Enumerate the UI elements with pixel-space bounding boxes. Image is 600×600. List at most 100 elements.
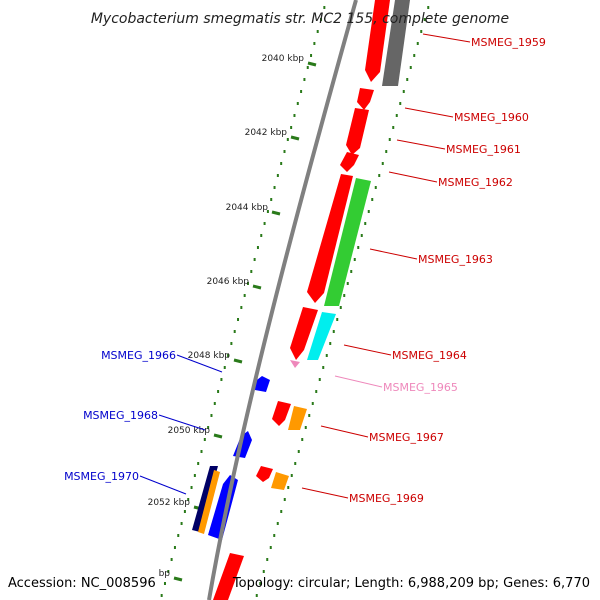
guide-dot — [304, 426, 307, 429]
guide-dot — [246, 282, 249, 285]
guide-dot — [237, 318, 240, 321]
guide-dot — [402, 90, 405, 93]
leader-line — [320, 425, 369, 438]
gene-label-msmeg-1960[interactable]: MSMEG_1960 — [454, 111, 529, 124]
guide-dot — [266, 210, 269, 213]
guide-dot — [263, 222, 266, 225]
guide-dot — [320, 18, 323, 21]
gene-feature-msmeg-1964[interactable] — [290, 307, 318, 360]
leader-line — [301, 487, 349, 499]
guide-dot — [381, 162, 384, 165]
guide-dot — [343, 294, 346, 297]
gene-label-msmeg-1969[interactable]: MSMEG_1969 — [349, 492, 424, 505]
gene-feature-green[interactable] — [324, 178, 371, 306]
gene-label-msmeg-1967[interactable]: MSMEG_1967 — [369, 431, 444, 444]
tick-mark — [290, 135, 300, 141]
tick-label: 2050 kbp — [168, 426, 211, 436]
tick-label: 2048 kbp — [188, 351, 231, 361]
guide-dot — [173, 546, 176, 549]
guide-dot — [308, 414, 311, 417]
tick-mark — [173, 576, 183, 582]
guide-dot — [253, 258, 256, 261]
leader-line — [139, 475, 187, 495]
guide-dot — [183, 510, 186, 513]
guide-dot — [276, 522, 279, 525]
gene-feature-msmeg-1962[interactable] — [340, 152, 359, 172]
guide-dot — [160, 594, 163, 597]
guide-dot — [230, 342, 233, 345]
gene-label-msmeg-1961[interactable]: MSMEG_1961 — [446, 143, 521, 156]
guide-dot — [269, 546, 272, 549]
guide-dot — [243, 294, 246, 297]
guide-dot — [339, 306, 342, 309]
guide-dot — [318, 378, 321, 381]
guide-dot — [290, 126, 293, 129]
guide-dot — [296, 102, 299, 105]
gene-feature-msmeg-1960[interactable] — [357, 88, 374, 110]
accession-text: Accession: NC_008596 — [8, 576, 156, 591]
guide-dot — [280, 162, 283, 165]
guide-dot — [371, 198, 374, 201]
guide-dot — [200, 450, 203, 453]
guide-dot — [374, 186, 377, 189]
gene-feature-cyan[interactable] — [307, 312, 336, 360]
gene-label-msmeg-1959[interactable]: MSMEG_1959 — [471, 36, 546, 49]
gene-feature-gray[interactable] — [382, 0, 410, 86]
gene-label-msmeg-1966[interactable]: MSMEG_1966 — [101, 349, 176, 362]
gene-feature-msmeg-1969[interactable] — [256, 466, 273, 482]
guide-dot — [207, 426, 210, 429]
gene-feature-msmeg-1959[interactable] — [365, 0, 390, 82]
tick-mark — [252, 284, 262, 290]
guide-dot — [310, 54, 313, 57]
guide-dot — [346, 282, 349, 285]
guide-dot — [332, 330, 335, 333]
tick-label: 2040 kbp — [262, 54, 305, 64]
guide-dot — [297, 450, 300, 453]
leader-line — [176, 354, 223, 373]
guide-dot — [385, 150, 388, 153]
gene-label-msmeg-1964[interactable]: MSMEG_1964 — [392, 349, 467, 362]
gene-feature-msmeg-1961[interactable] — [346, 108, 369, 155]
guide-dot — [311, 402, 314, 405]
gene-label-msmeg-1962[interactable]: MSMEG_1962 — [438, 176, 513, 189]
tick-label: 2044 kbp — [226, 203, 269, 213]
guide-dot — [255, 594, 258, 597]
guide-dot — [177, 534, 180, 537]
leader-line — [158, 414, 206, 431]
guide-dot — [306, 66, 309, 69]
guide-dot — [350, 270, 353, 273]
gene-label-msmeg-1963[interactable]: MSMEG_1963 — [418, 253, 493, 266]
leader-line — [369, 248, 418, 260]
guide-dot — [220, 378, 223, 381]
guide-dot — [283, 498, 286, 501]
guide-dot — [283, 150, 286, 153]
guide-dot — [256, 246, 259, 249]
label-leader-lines — [139, 33, 471, 499]
gene-feature-orange[interactable] — [288, 406, 307, 430]
guide-dot — [197, 462, 200, 465]
guide-dot — [364, 222, 367, 225]
gene-label-msmeg-1970[interactable]: MSMEG_1970 — [64, 470, 139, 483]
tick-label: 2052 kbp — [148, 498, 191, 508]
gene-feature-orange-2[interactable] — [271, 472, 289, 490]
tick-label: bp — [159, 569, 171, 579]
guide-dot — [270, 198, 273, 201]
guide-dot — [423, 18, 426, 21]
gene-feature-msmeg-1967[interactable] — [272, 401, 291, 426]
gene-feature-msmeg-1963[interactable] — [307, 174, 353, 303]
guide-dot — [303, 78, 306, 81]
guide-dot — [259, 582, 262, 585]
gene-label-msmeg-1968[interactable]: MSMEG_1968 — [83, 409, 158, 422]
tick-label: 2046 kbp — [207, 277, 250, 287]
genome-summary: Topology: circular; Length: 6,988,209 bp… — [232, 576, 590, 591]
tick-mark — [271, 210, 281, 216]
gene-feature-forward-bottom[interactable] — [213, 553, 244, 600]
gene-feature-msmeg-1965[interactable] — [290, 360, 300, 368]
guide-dot — [329, 342, 332, 345]
gene-feature-orange-3[interactable] — [198, 470, 220, 534]
gene-label-msmeg-1965[interactable]: MSMEG_1965 — [383, 381, 458, 394]
gene-features — [192, 0, 410, 600]
guide-dot — [276, 174, 279, 177]
